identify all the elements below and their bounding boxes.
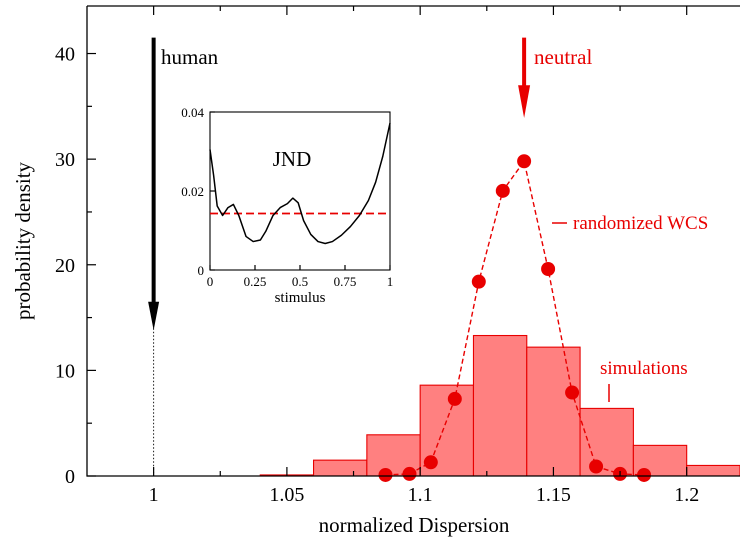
randomized-wcs-series	[378, 154, 652, 482]
main-axes-frame	[86, 5, 740, 477]
inset-x-tick-label: 0.75	[334, 274, 357, 289]
inset-x-tick-label: 0.25	[244, 274, 267, 289]
y-axis-label: probability density	[11, 161, 35, 320]
inset-x-tick-label: 1	[387, 274, 394, 289]
inset-y-tick-label: 0.02	[181, 184, 204, 199]
neutral-label: neutral	[534, 45, 592, 69]
jnd-inset: 0 0.25 0.5 0.75 1 0 0.02 0.04 JND stimulus	[181, 105, 393, 306]
y-tick-label: 40	[55, 44, 75, 66]
inset-plot	[209, 122, 391, 245]
randomized-wcs-point	[517, 154, 532, 169]
histogram-bar	[579, 407, 634, 476]
randomized-wcs-label: randomized WCS	[573, 213, 708, 234]
inset-x-tick-label: 0.5	[292, 274, 308, 289]
y-tick-label: 10	[55, 360, 75, 382]
histogram-bar	[632, 444, 688, 476]
randomized-wcs-point	[565, 385, 580, 400]
inset-ticks: 0 0.25 0.5 0.75 1 0 0.02 0.04	[181, 105, 393, 289]
randomized-wcs-point	[637, 467, 652, 482]
x-axis-label: normalized Dispersion	[319, 513, 510, 537]
y-tick-label: 30	[55, 149, 75, 171]
randomized-wcs-point	[423, 455, 438, 470]
y-tick-label: 20	[55, 255, 75, 277]
histogram-bar	[313, 459, 368, 476]
randomized-wcs-point	[402, 466, 417, 481]
inset-title: JND	[273, 147, 312, 171]
randomized-wcs-point	[495, 183, 510, 198]
histogram-bar	[686, 464, 740, 476]
jnd-curve	[209, 122, 391, 245]
inset-y-tick-label: 0	[198, 263, 205, 278]
simulations-label: simulations	[600, 358, 688, 379]
randomized-wcs-point	[589, 459, 604, 474]
inset-background	[209, 111, 391, 271]
human-arrow-head	[148, 301, 160, 331]
neutral-arrow-head	[518, 85, 531, 118]
randomized-wcs-point	[378, 467, 393, 482]
inset-y-tick-label: 0.04	[181, 105, 204, 120]
histogram-bar	[472, 334, 528, 476]
inset-x-axis-label: stimulus	[275, 290, 326, 306]
randomized-wcs-point	[541, 261, 556, 276]
y-tick-label: 0	[65, 466, 75, 488]
inset-x-tick-label: 0	[207, 274, 214, 289]
x-tick-label: 1.2	[674, 484, 699, 506]
x-tick-label: 1.1	[408, 484, 433, 506]
human-label: human	[161, 45, 219, 69]
randomized-wcs-point	[471, 274, 486, 289]
simulations-histogram	[259, 334, 740, 476]
annotations	[148, 37, 531, 476]
histogram-bar	[526, 346, 581, 476]
x-tick-label: 1.05	[269, 484, 304, 506]
x-tick-label: 1	[149, 484, 159, 506]
x-tick-label: 1.15	[536, 484, 571, 506]
randomized-wcs-point	[447, 391, 462, 406]
